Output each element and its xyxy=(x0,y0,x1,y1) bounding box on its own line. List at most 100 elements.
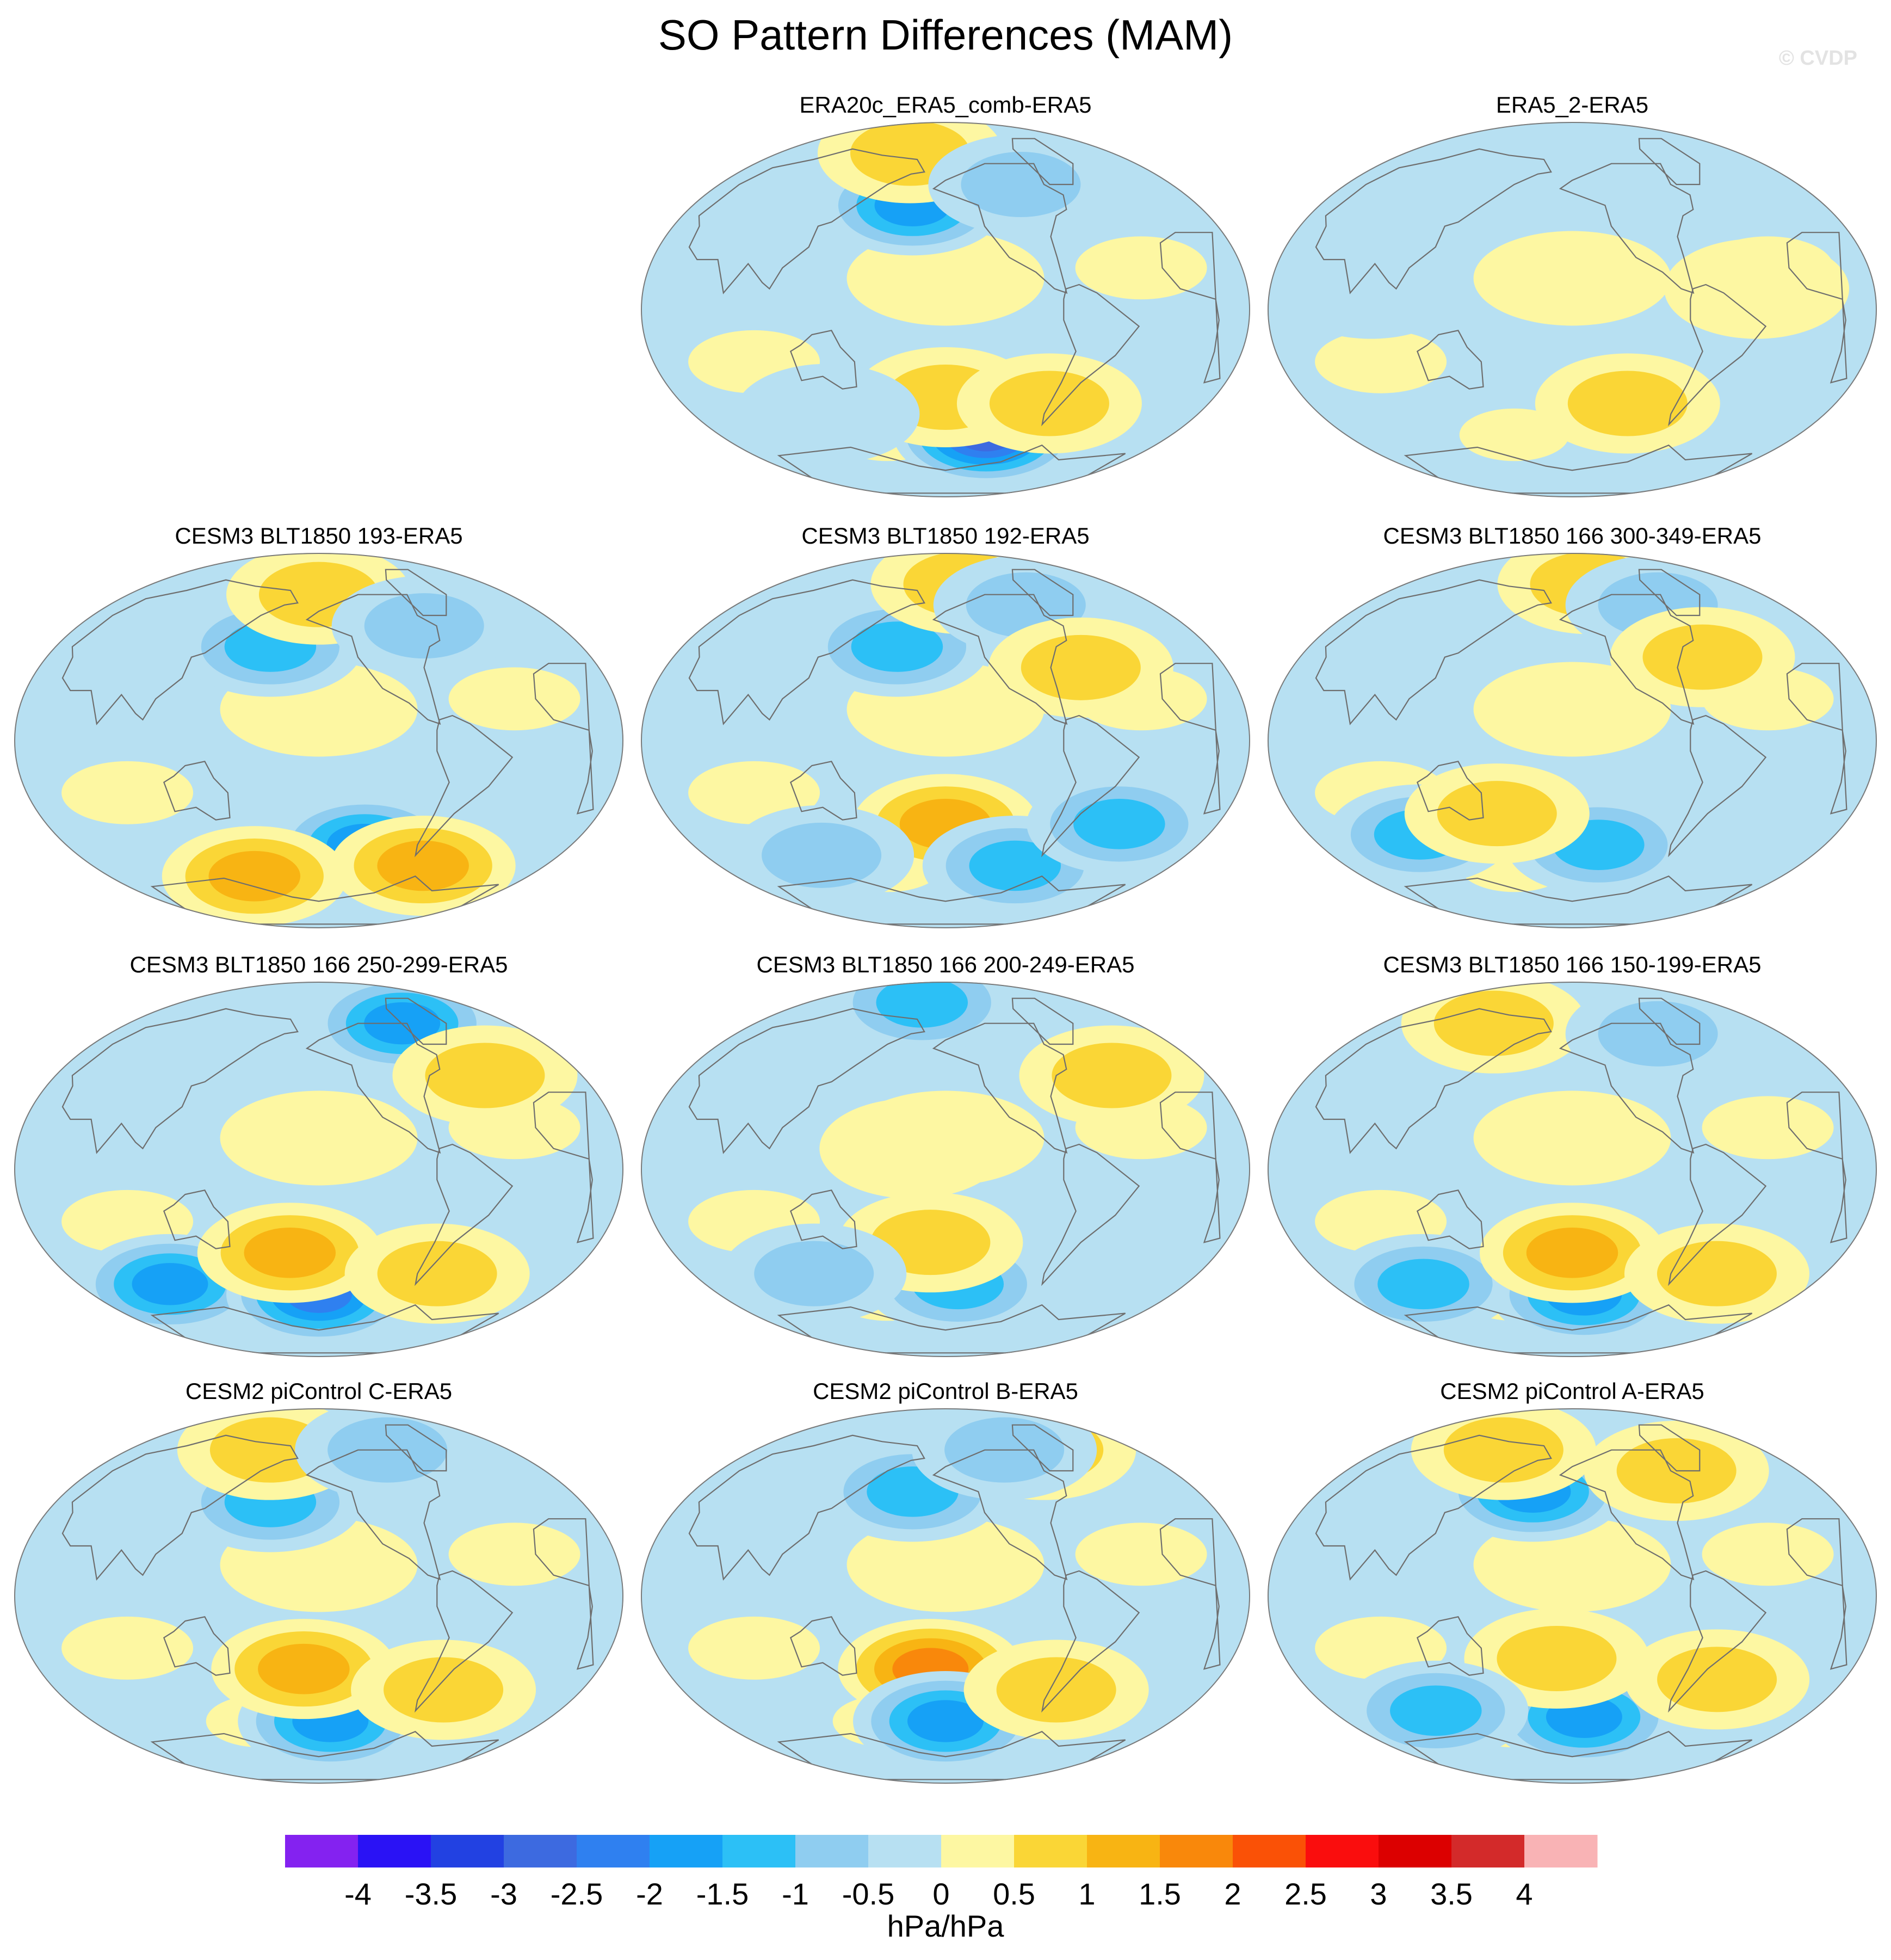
high-anomaly-contour xyxy=(258,1643,350,1694)
field-band xyxy=(1473,1090,1671,1186)
coastline xyxy=(1416,761,1484,821)
colorbar-swatch xyxy=(431,1835,504,1867)
low-anomaly-contour xyxy=(132,1263,208,1305)
coastline xyxy=(1638,138,1701,186)
coastline xyxy=(415,1143,514,1286)
colorbar-swatch xyxy=(1524,1835,1598,1867)
coastline xyxy=(533,663,594,815)
coastline xyxy=(932,163,1068,294)
field-band xyxy=(1473,231,1671,326)
coastline xyxy=(1041,714,1140,858)
coastline xyxy=(533,1092,594,1243)
panel-title: ERA5_2-ERA5 xyxy=(1496,92,1649,118)
colorbar-tick-label: -2 xyxy=(636,1877,663,1911)
map-panel: CESM3 BLT1850 166 200-249-ERA5 xyxy=(635,951,1256,1386)
coastline xyxy=(1404,875,1753,925)
coastline xyxy=(932,594,1068,725)
colorbar-tick-label: 0 xyxy=(932,1877,949,1911)
coastline xyxy=(150,875,499,925)
high-anomaly-contour xyxy=(1433,990,1554,1056)
colorbar-tick-label: 1 xyxy=(1078,1877,1095,1911)
low-anomaly-contour xyxy=(907,1700,984,1742)
map-svg xyxy=(14,1408,623,1784)
coastline xyxy=(789,1189,857,1249)
colorbar-swatch xyxy=(795,1835,869,1867)
coastline xyxy=(1668,283,1767,427)
field-band xyxy=(448,667,580,731)
coastline xyxy=(305,1022,441,1154)
high-anomaly-contour xyxy=(996,1657,1116,1723)
coastline xyxy=(1668,714,1767,858)
coastline xyxy=(1041,283,1140,427)
field-band xyxy=(688,761,820,824)
panel-title: CESM2 piControl A-ERA5 xyxy=(1440,1378,1704,1404)
coastline xyxy=(1011,569,1074,617)
map-border xyxy=(1268,1408,1877,1784)
low-anomaly-contour xyxy=(762,822,882,888)
coastline xyxy=(777,1730,1126,1780)
coastline xyxy=(1011,997,1074,1045)
high-anomaly-contour xyxy=(1021,634,1141,700)
low-anomaly-contour xyxy=(364,593,484,659)
map-panel: ERA20c_ERA5_comb-ERA5 xyxy=(635,91,1256,527)
colorbar-tick-label: -1.5 xyxy=(696,1877,749,1911)
high-anomaly-contour xyxy=(1526,1228,1618,1278)
map-panel: CESM3 BLT1850 192-ERA5 xyxy=(635,522,1256,958)
coastline xyxy=(932,1449,1068,1581)
low-anomaly-contour xyxy=(1278,238,1464,339)
figure-title: SO Pattern Differences (MAM) xyxy=(658,11,1233,59)
coastline xyxy=(688,148,925,294)
coastline xyxy=(777,444,1126,494)
coastline xyxy=(1786,232,1847,384)
coastline xyxy=(61,1434,299,1581)
high-anomaly-contour xyxy=(244,1228,336,1278)
high-anomaly-contour xyxy=(1437,781,1557,847)
coastline xyxy=(61,579,299,725)
colorbar-swatch xyxy=(1014,1835,1087,1867)
colorbar-swatch xyxy=(285,1835,359,1867)
panel-title: CESM2 piControl C-ERA5 xyxy=(185,1378,453,1404)
map-border xyxy=(641,553,1250,928)
field-band xyxy=(448,1523,580,1586)
low-anomaly-contour xyxy=(734,363,920,464)
low-anomaly-contour xyxy=(1377,1259,1469,1310)
map-border xyxy=(14,1408,623,1784)
coastline xyxy=(163,761,231,821)
colorbar-tick-label: -4 xyxy=(344,1877,372,1911)
colorbar-tick-label: 2 xyxy=(1224,1877,1241,1911)
coastline xyxy=(1159,1518,1221,1670)
colorbar-swatch xyxy=(504,1835,577,1867)
panel-title: CESM3 BLT1850 193-ERA5 xyxy=(175,523,463,548)
coastline xyxy=(1786,1092,1847,1243)
map-svg xyxy=(641,982,1250,1357)
coastline xyxy=(305,1449,441,1581)
colorbar-tick-label: -3 xyxy=(490,1877,517,1911)
colorbar-swatch xyxy=(358,1835,431,1867)
high-anomaly-contour xyxy=(209,1417,330,1483)
colorbar-swatch xyxy=(941,1835,1015,1867)
high-anomaly-contour xyxy=(425,1043,545,1108)
field-band xyxy=(1075,1523,1207,1586)
coastline xyxy=(1559,163,1695,294)
map-svg xyxy=(1268,1408,1877,1784)
coastline xyxy=(688,579,925,725)
panel-title: CESM3 BLT1850 166 300-349-ERA5 xyxy=(1383,523,1762,548)
coastline xyxy=(789,761,857,821)
colorbar-swatch xyxy=(577,1835,650,1867)
panel-title: CESM2 piControl B-ERA5 xyxy=(813,1378,1078,1404)
coastline xyxy=(1041,1143,1140,1286)
coastline xyxy=(1315,1008,1552,1154)
coastline xyxy=(163,1616,231,1676)
colorbar-tick-label: 4 xyxy=(1516,1877,1532,1911)
map-panel: CESM3 BLT1850 166 300-349-ERA5 xyxy=(1262,522,1882,958)
coastline xyxy=(789,330,857,390)
coastline xyxy=(932,1022,1068,1154)
field-band xyxy=(220,1090,418,1186)
map-border xyxy=(1268,982,1877,1357)
coastline xyxy=(1416,330,1484,390)
field-band xyxy=(1702,1096,1834,1160)
coastline xyxy=(385,1424,447,1472)
low-anomaly-contour xyxy=(1598,1001,1718,1067)
coastline xyxy=(305,594,441,725)
coastline xyxy=(789,1616,857,1676)
